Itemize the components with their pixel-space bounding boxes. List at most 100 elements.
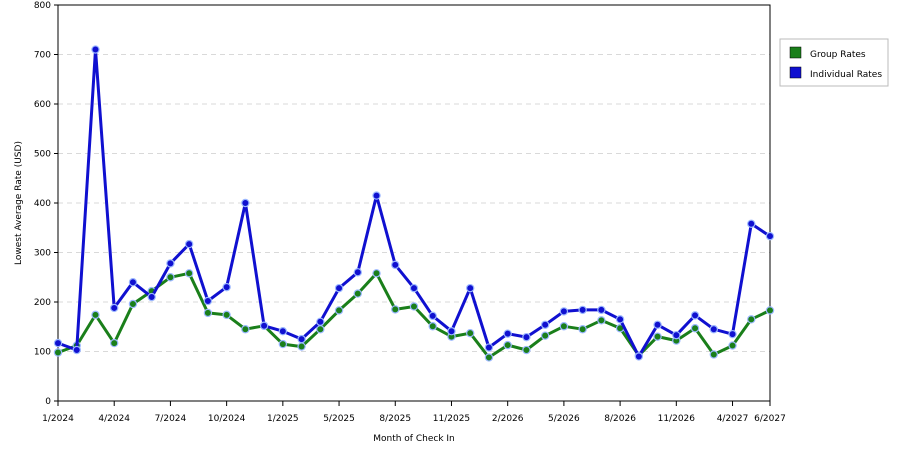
x-tick-label: 11/2026 xyxy=(658,414,696,424)
data-point-individual-rates xyxy=(53,338,63,348)
data-point-individual-rates xyxy=(447,327,456,336)
data-point-individual-rates xyxy=(728,329,737,339)
series-group-rates xyxy=(53,269,775,362)
data-point-individual-rates xyxy=(184,239,194,249)
data-point-group-rates xyxy=(428,322,437,331)
data-point-group-rates xyxy=(522,345,531,355)
y-tick-label: 500 xyxy=(34,150,51,160)
data-point-group-rates xyxy=(409,302,419,311)
x-axis-title: Month of Check In xyxy=(373,434,455,444)
data-point-individual-rates xyxy=(690,311,700,320)
data-point-individual-rates xyxy=(203,296,213,306)
data-point-group-rates xyxy=(203,308,213,318)
data-point-individual-rates xyxy=(653,320,662,329)
data-point-group-rates xyxy=(653,332,662,341)
data-point-individual-rates xyxy=(615,315,625,324)
data-point-individual-rates xyxy=(747,219,756,228)
gridlines xyxy=(58,54,770,352)
data-point-individual-rates xyxy=(578,305,587,315)
x-axis-ticks: 1/2024 4/2024 7/2024 10/2024 1/2025 5/2025 8/2… xyxy=(42,401,786,424)
data-point-group-rates xyxy=(53,348,63,357)
y-tick-label: 400 xyxy=(34,199,51,209)
data-point-individual-rates xyxy=(672,330,681,340)
y-tick-label: 800 xyxy=(34,1,51,11)
y-tick-label: 0 xyxy=(45,397,51,407)
data-point-group-rates xyxy=(353,289,362,298)
data-point-individual-rates xyxy=(634,352,644,361)
y-tick-label: 200 xyxy=(34,298,51,308)
data-point-individual-rates xyxy=(241,198,250,208)
x-tick-label: 4/2027 xyxy=(717,414,749,424)
y-tick-label: 100 xyxy=(34,348,51,358)
x-tick-label: 4/2024 xyxy=(98,414,130,424)
data-point-group-rates xyxy=(709,350,718,359)
x-tick-label: 10/2024 xyxy=(208,414,246,424)
data-point-group-rates xyxy=(765,306,775,315)
data-point-individual-rates xyxy=(110,303,119,313)
legend-swatch-individual-rates xyxy=(789,66,802,79)
legend-label-group-rates: Group Rates xyxy=(810,50,866,60)
y-axis-title: Lowest Average Rate (USD) xyxy=(14,141,24,265)
data-point-individual-rates xyxy=(353,268,362,277)
data-point-individual-rates xyxy=(128,278,138,287)
x-tick-label: 11/2025 xyxy=(433,414,470,424)
data-point-individual-rates xyxy=(91,45,100,54)
data-point-individual-rates xyxy=(709,325,718,334)
y-tick-label: 700 xyxy=(34,51,51,61)
data-point-group-rates xyxy=(166,273,175,282)
data-point-group-rates xyxy=(91,310,100,320)
x-tick-label: 5/2026 xyxy=(548,414,580,424)
x-tick-label: 7/2024 xyxy=(155,414,187,424)
data-point-individual-rates xyxy=(391,260,400,270)
legend: Group Rates Individual Rates xyxy=(779,38,889,87)
data-point-individual-rates xyxy=(540,320,550,329)
data-point-group-rates xyxy=(184,269,194,278)
data-point-group-rates xyxy=(222,310,231,320)
data-point-group-rates xyxy=(540,331,550,340)
x-tick-label: 8/2026 xyxy=(604,414,636,424)
data-point-individual-rates xyxy=(334,283,344,293)
data-point-group-rates xyxy=(578,325,587,334)
data-point-individual-rates xyxy=(428,311,437,321)
data-point-individual-rates xyxy=(316,317,325,326)
data-point-individual-rates xyxy=(597,305,606,315)
data-point-individual-rates xyxy=(522,332,531,342)
data-point-group-rates xyxy=(110,338,119,348)
series-lines xyxy=(53,45,775,362)
data-point-individual-rates xyxy=(147,292,156,302)
data-point-group-rates xyxy=(334,306,344,315)
data-point-group-rates xyxy=(391,305,400,314)
series-individual-rates xyxy=(53,45,775,361)
data-point-group-rates xyxy=(503,340,512,350)
data-point-group-rates xyxy=(297,342,306,351)
x-tick-label: 2/2026 xyxy=(492,414,524,424)
y-tick-label: 300 xyxy=(34,249,51,259)
data-point-group-rates xyxy=(747,315,756,324)
data-point-individual-rates xyxy=(484,343,494,352)
data-point-group-rates xyxy=(316,325,325,334)
data-point-individual-rates xyxy=(72,345,81,355)
y-tick-label: 600 xyxy=(34,100,51,110)
data-point-group-rates xyxy=(278,339,288,349)
data-point-individual-rates xyxy=(559,307,569,316)
data-point-individual-rates xyxy=(466,283,475,293)
data-point-group-rates xyxy=(128,299,138,309)
data-point-individual-rates xyxy=(278,327,288,336)
y-axis-ticks: 0 100 200 300 400 500 600 700 800 xyxy=(34,1,58,407)
data-point-group-rates xyxy=(597,316,606,325)
data-point-individual-rates xyxy=(297,334,306,344)
data-point-individual-rates xyxy=(259,321,269,330)
data-point-individual-rates xyxy=(409,283,419,293)
legend-label-individual-rates: Individual Rates xyxy=(810,70,882,80)
data-point-individual-rates xyxy=(503,329,512,338)
data-point-group-rates xyxy=(241,325,250,334)
data-point-group-rates xyxy=(466,328,475,338)
x-tick-label: 1/2025 xyxy=(267,414,299,424)
data-point-group-rates xyxy=(559,322,569,331)
data-point-group-rates xyxy=(372,269,381,278)
data-point-individual-rates xyxy=(372,191,381,200)
data-point-individual-rates xyxy=(765,231,775,241)
legend-swatch-group-rates xyxy=(789,46,802,59)
data-point-individual-rates xyxy=(222,282,231,292)
data-point-group-rates xyxy=(484,353,494,362)
